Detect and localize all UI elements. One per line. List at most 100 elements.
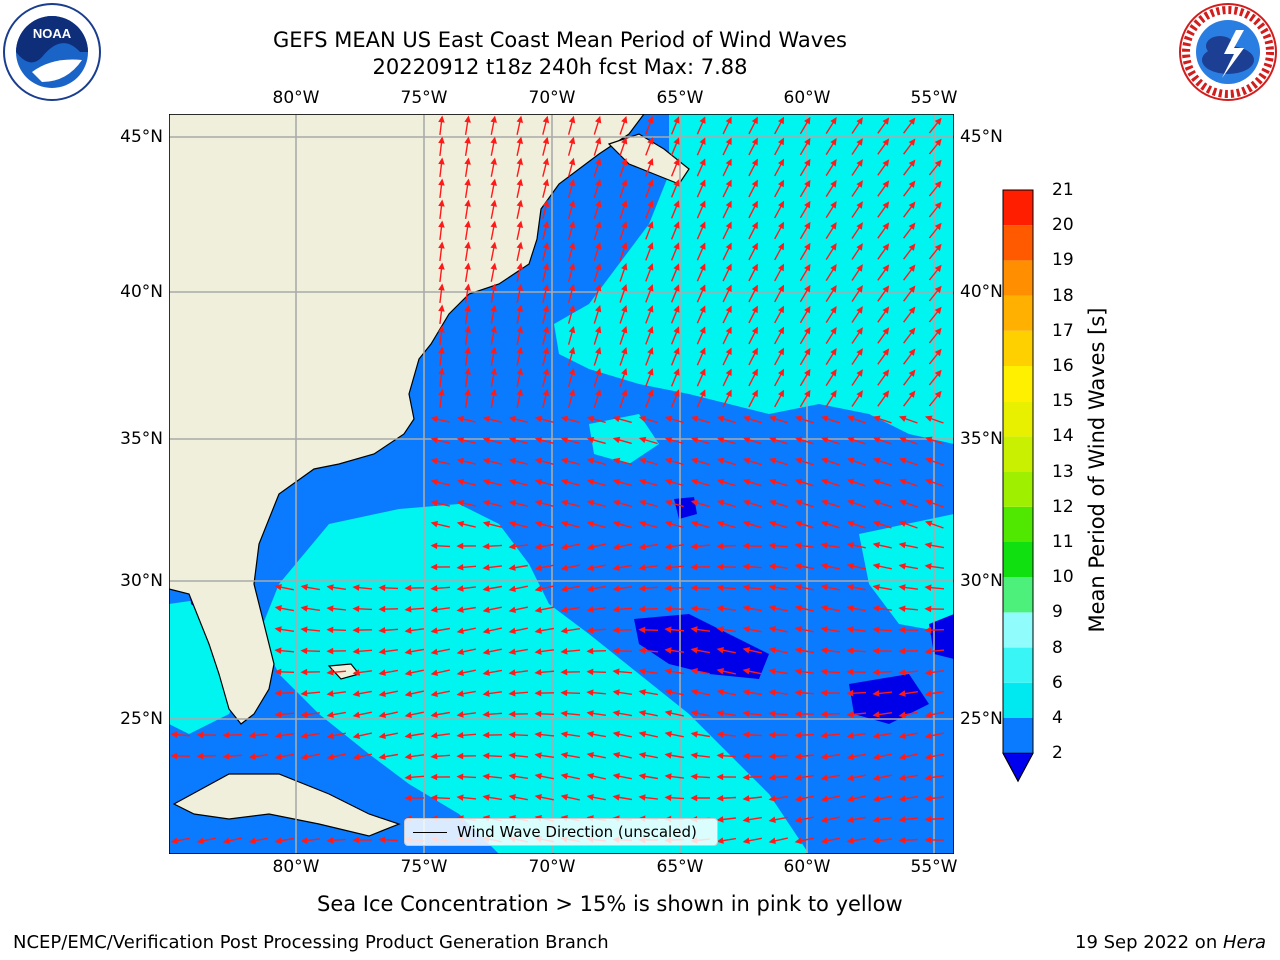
wind-arrow-head: [804, 200, 811, 209]
wind-arrow-head: [882, 222, 890, 230]
wind-arrow-head: [872, 711, 880, 718]
wind-arrow-head: [794, 731, 802, 739]
wind-arrow-head: [856, 201, 863, 209]
wind-arrow-head: [430, 627, 438, 634]
wind-arrow-head: [794, 584, 802, 591]
wind-arrow-head: [516, 388, 524, 397]
wind-arrow-head: [586, 752, 594, 759]
wind-arrow-head: [560, 457, 569, 465]
wind-arrow-head: [924, 478, 933, 485]
wind-arrow-head: [856, 243, 863, 251]
wind-arrow-head: [725, 242, 732, 251]
wind-arrow-head: [612, 415, 621, 423]
wind-arrow-head: [872, 520, 881, 527]
wind-arrow-head: [430, 585, 438, 592]
wind-arrow-head: [898, 774, 906, 781]
wind-arrow-head: [456, 627, 464, 634]
wind-arrow-head: [898, 690, 906, 697]
wind-arrow-head: [542, 304, 550, 313]
wind-arrow-head: [664, 647, 672, 654]
wind-arrow-head: [196, 731, 204, 739]
legend-label: Wind Wave Direction (unscaled): [457, 823, 697, 841]
wind-arrow-head: [777, 200, 785, 209]
wind-arrow-head: [612, 585, 620, 592]
wind-arrow-head: [768, 668, 776, 675]
colorbar-tick-label: 20: [1052, 215, 1074, 236]
wind-arrow-head: [490, 157, 497, 165]
wind-arrow-head: [846, 732, 854, 739]
wind-arrow-head: [830, 390, 837, 398]
wind-arrow-head: [898, 605, 906, 612]
wind-arrow-head: [326, 836, 334, 844]
wind-arrow-head: [742, 689, 750, 696]
wind-arrow-head: [751, 200, 758, 209]
wind-arrow-head: [456, 606, 464, 613]
wind-arrow-head: [777, 389, 785, 398]
wind-arrow-head: [508, 606, 517, 614]
wind-arrow-head: [742, 773, 750, 781]
wind-arrow-head: [534, 648, 542, 655]
wind-arrow-head: [647, 179, 654, 187]
wind-arrow-head: [438, 178, 445, 186]
wind-arrow-head: [664, 457, 673, 465]
wind-arrow-head: [742, 563, 750, 570]
wind-arrow-head: [820, 520, 829, 527]
wind-arrow-head: [430, 690, 438, 697]
wind-arrow-head: [490, 388, 497, 396]
wind-arrow-head: [300, 647, 308, 655]
wind-arrow-head: [898, 669, 906, 676]
wind-arrow-head: [804, 284, 811, 293]
wind-arrow-head: [924, 774, 932, 781]
wind-arrow-head: [699, 179, 706, 187]
wind-arrow-head: [534, 499, 543, 507]
wind-arrow-head: [430, 415, 439, 423]
wind-arrow-head: [404, 753, 412, 760]
wind-arrow-head: [872, 690, 880, 697]
lat-label: 30°N: [960, 571, 1003, 591]
wind-arrow-head: [751, 221, 758, 230]
wind-arrow-head: [456, 520, 465, 528]
wind-arrow-head: [378, 711, 387, 719]
wind-arrow-head: [751, 137, 758, 146]
wind-arrow-head: [534, 520, 543, 528]
wind-arrow-head: [768, 457, 777, 464]
wind-arrow-head: [856, 138, 863, 146]
wind-arrow-head: [482, 773, 490, 780]
wind-arrow-head: [777, 263, 785, 272]
wind-arrow-head: [464, 304, 471, 312]
wind-arrow-head: [820, 774, 828, 781]
wind-arrow-head: [612, 564, 620, 571]
wind-arrow-head: [690, 584, 698, 592]
wind-arrow-head: [664, 773, 672, 780]
wind-wave-direction-arrows: [170, 115, 945, 845]
wind-arrow-head: [464, 262, 471, 270]
wind-arrow-head: [534, 752, 542, 759]
wind-arrow-head: [908, 285, 916, 293]
wind-arrow-head: [482, 520, 491, 528]
wind-arrow-head: [586, 478, 595, 486]
wind-arrow-head: [716, 710, 724, 717]
wind-arrow-head: [908, 306, 916, 314]
wind-arrow-head: [725, 179, 732, 188]
colorbar-tick-label: 11: [1052, 532, 1074, 552]
wind-arrow-head: [352, 753, 360, 760]
wind-arrow-head: [742, 752, 750, 760]
wind-arrow-head: [768, 563, 776, 570]
wind-arrow-head: [820, 732, 828, 739]
wind-arrow-head: [647, 368, 654, 376]
wind-arrow-head: [794, 542, 802, 549]
wind-arrow-head: [647, 242, 654, 250]
wind-arrow-head: [404, 627, 412, 634]
wind-arrow-head: [482, 585, 490, 592]
wind-arrow-head: [742, 731, 750, 738]
wind-arrow-head: [924, 732, 932, 740]
wind-arrow-head: [872, 837, 880, 844]
wind-arrow-head: [934, 201, 942, 210]
wind-arrow-head: [404, 774, 412, 781]
wind-arrow-head: [882, 243, 890, 251]
wind-arrow-head: [516, 283, 524, 292]
wind-arrow-head: [846, 795, 854, 803]
wind-arrow-head: [438, 304, 445, 312]
wind-arrow-head: [568, 136, 576, 145]
wind-arrow-head: [804, 116, 811, 125]
